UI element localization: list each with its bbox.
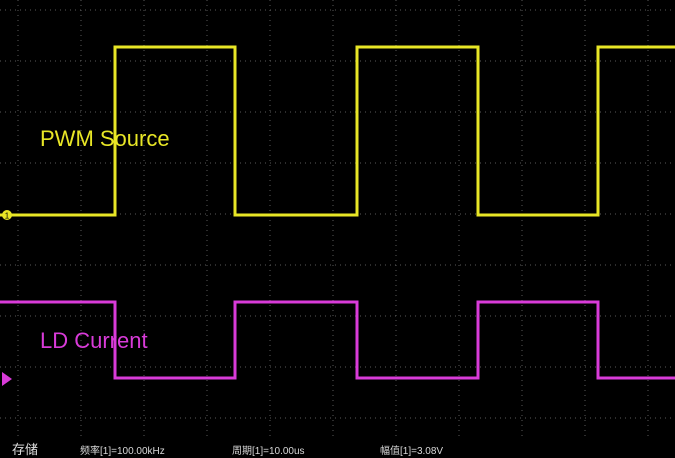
graticule-grid <box>0 0 675 437</box>
amplitude-readout: 幅值[1]=3.08V <box>380 446 444 457</box>
ch2-ground-marker[interactable] <box>2 372 12 386</box>
ch1-waveform <box>0 45 675 217</box>
ch1-ground-marker[interactable]: 1 <box>2 210 12 221</box>
ch1-trace-label: PWM Source <box>40 126 170 151</box>
ch1-marker-label: 1 <box>5 212 10 221</box>
acquisition-mode: 存储 <box>12 442 39 457</box>
waveform-display: 1 PWM Source LD Current <box>0 0 675 437</box>
ch2-trace-label: LD Current <box>40 328 148 353</box>
frequency-readout: 频率[1]=100.00kHz <box>80 446 165 457</box>
ch2-waveform <box>0 300 675 380</box>
period-readout: 周期[1]=10.00us <box>232 446 305 457</box>
measurement-status-bar: 存储 频率[1]=100.00kHz 周期[1]=10.00us 幅值[1]=3… <box>0 437 675 457</box>
ch1-marker-circle <box>2 210 12 220</box>
